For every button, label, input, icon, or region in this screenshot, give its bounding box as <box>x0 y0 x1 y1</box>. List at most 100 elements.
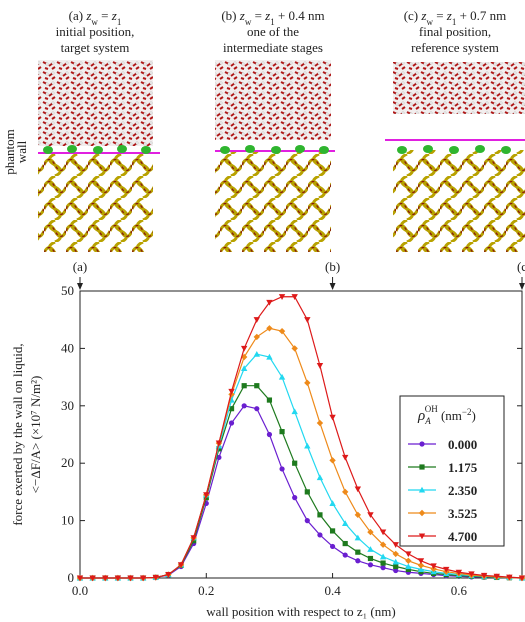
y-axis-label: force exerted by the wall on liquid, <box>10 343 25 525</box>
data-point <box>304 442 311 449</box>
panel-title: (c) zw = z1 + 0.7 nm <box>404 8 507 27</box>
data-point <box>228 406 235 412</box>
title-part: (a) <box>69 8 87 23</box>
data-point <box>228 420 235 426</box>
data-point <box>76 575 84 582</box>
data-point <box>279 466 285 472</box>
panel-title: (a) zw = z1 <box>69 8 122 27</box>
data-point <box>419 441 425 447</box>
data-point <box>417 558 425 564</box>
data-point <box>291 408 298 415</box>
legend-title-part: −2 <box>462 407 472 417</box>
data-point <box>468 571 475 578</box>
data-point <box>253 350 260 357</box>
data-point <box>292 495 298 501</box>
data-point <box>379 553 387 560</box>
data-point <box>405 566 411 572</box>
title-part: (c) <box>404 8 422 23</box>
data-point <box>266 299 273 306</box>
data-point <box>279 429 285 435</box>
y-tick-label: 20 <box>61 455 74 470</box>
data-point <box>355 558 361 564</box>
phantom-label: wall <box>14 140 29 163</box>
data-point <box>417 566 425 572</box>
data-point <box>405 557 412 564</box>
data-point <box>419 464 425 470</box>
water-image <box>215 60 331 140</box>
arrow-head <box>329 283 336 290</box>
data-point <box>304 317 311 323</box>
data-point <box>266 353 273 360</box>
legend-box <box>399 395 505 547</box>
data-point <box>89 575 96 582</box>
title-part: w <box>91 17 98 27</box>
data-point <box>240 365 248 372</box>
title-part: + 0.4 nm <box>275 8 325 23</box>
title-part: z <box>446 8 452 23</box>
title-part: z <box>239 8 245 23</box>
title-part: w <box>426 17 433 27</box>
data-point <box>405 551 412 558</box>
data-point <box>190 535 197 542</box>
data-point <box>215 440 223 447</box>
data-point <box>266 325 273 332</box>
surface-image <box>393 150 525 252</box>
data-point <box>127 575 134 582</box>
title-part: z <box>85 8 91 23</box>
data-point <box>393 567 399 574</box>
data-point <box>292 460 298 466</box>
data-point <box>329 414 336 421</box>
data-point <box>152 574 159 581</box>
data-point <box>518 575 525 582</box>
data-point <box>329 543 336 550</box>
data-point <box>392 550 399 558</box>
data-point <box>329 457 336 464</box>
legend-title-part: (nm <box>438 408 462 423</box>
data-point <box>379 529 387 536</box>
data-point <box>317 512 323 518</box>
title-part: w <box>245 17 252 27</box>
data-point <box>316 363 324 369</box>
legend-label: 3.525 <box>448 506 478 521</box>
data-point <box>480 572 488 579</box>
title-part: z <box>111 8 117 23</box>
water-image <box>38 60 153 146</box>
data-point <box>114 575 122 582</box>
data-point <box>405 563 412 570</box>
surface-image <box>38 152 153 252</box>
legend-label: 4.700 <box>448 529 477 544</box>
data-point <box>316 474 324 481</box>
data-point <box>393 563 399 570</box>
data-point <box>165 571 172 578</box>
legend-title-part: ) <box>471 408 475 423</box>
panel-line: intermediate stages <box>223 40 323 55</box>
data-point <box>216 446 222 452</box>
data-point <box>367 562 374 568</box>
series-line <box>80 296 523 579</box>
data-point <box>342 552 348 558</box>
data-point <box>342 520 349 527</box>
data-point <box>342 540 348 547</box>
legend-title-part: OH <box>425 404 438 414</box>
data-point <box>329 528 336 534</box>
water-image <box>393 62 525 114</box>
data-point <box>443 566 450 573</box>
data-point <box>354 511 362 519</box>
data-point <box>342 488 349 496</box>
data-point <box>418 486 426 493</box>
legend-label: 2.350 <box>448 483 477 498</box>
title-part: z <box>264 8 270 23</box>
title-part: 1 <box>117 17 122 27</box>
data-point <box>354 486 362 493</box>
x-axis-label: wall position with respect to z₁ (nm) <box>206 604 395 619</box>
data-point <box>139 575 147 582</box>
panel-line: reference system <box>411 40 499 55</box>
arrow-head <box>77 283 83 290</box>
data-point <box>228 388 235 395</box>
data-point <box>418 509 426 517</box>
data-point <box>418 533 426 540</box>
stage-label: (c <box>517 259 525 274</box>
data-point <box>367 512 374 519</box>
data-point <box>102 575 109 582</box>
